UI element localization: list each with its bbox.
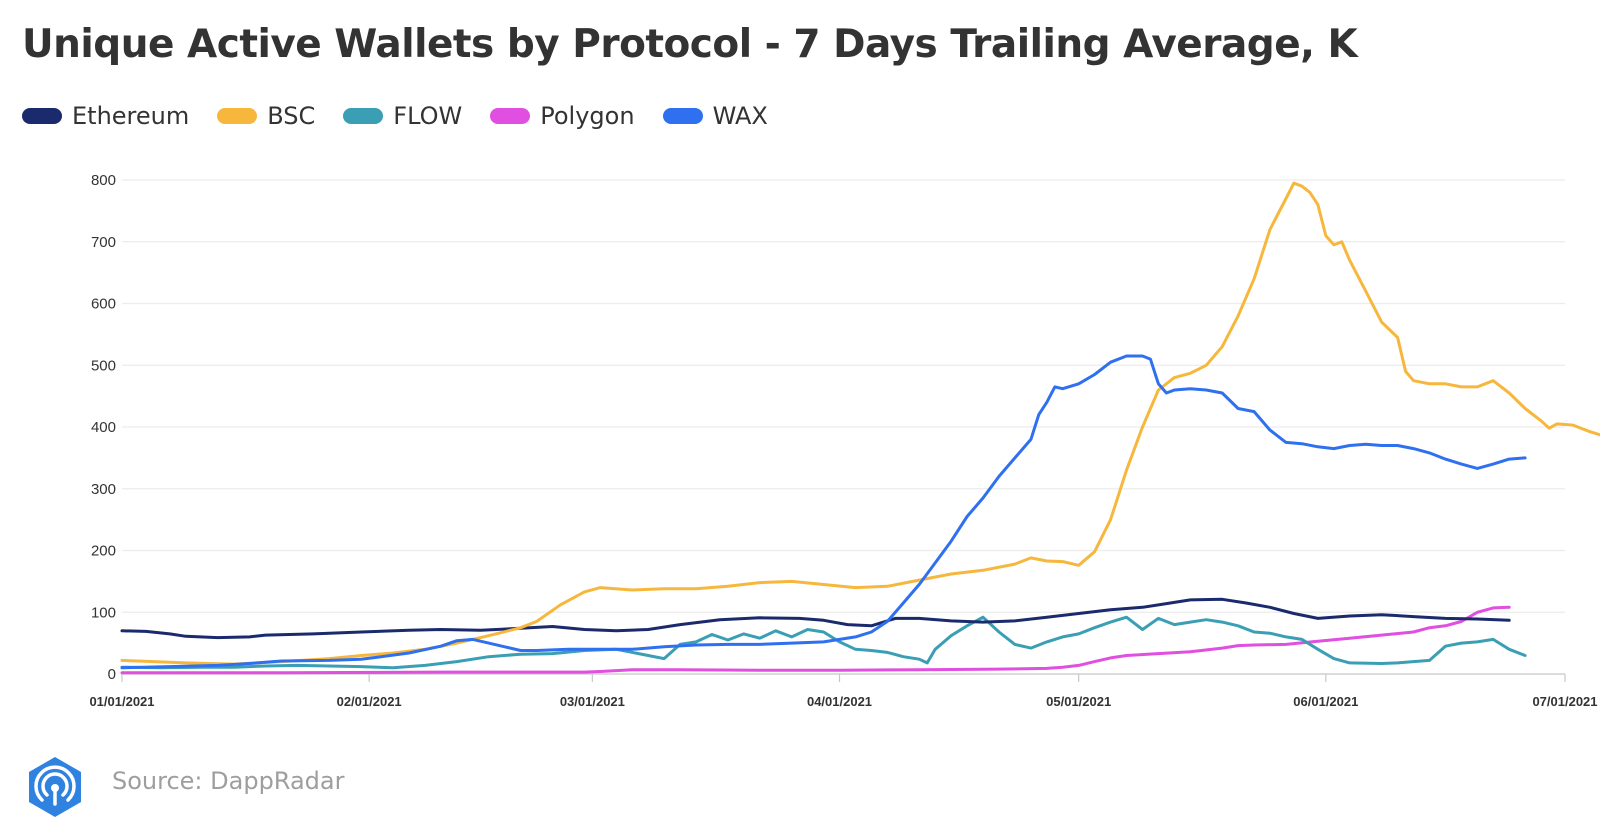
legend-swatch: [343, 108, 384, 124]
series-line-polygon: [120, 605, 1511, 675]
legend-item-flow[interactable]: FLOW: [343, 102, 462, 130]
legend-item-wax[interactable]: WAX: [662, 102, 768, 130]
chart-title: Unique Active Wallets by Protocol - 7 Da…: [22, 22, 1358, 67]
legend-label: Polygon: [540, 102, 635, 130]
legend-label: Ethereum: [72, 102, 190, 130]
y-tick-label: 500: [91, 357, 116, 374]
series-line-wax: [120, 354, 1527, 670]
legend-item-ethereum[interactable]: Ethereum: [22, 102, 189, 130]
x-tick-label: 07/01/2021: [1532, 694, 1597, 709]
y-tick-label: 400: [91, 419, 116, 436]
chart-legend: Ethereum BSC FLOW Polygon WAX: [22, 102, 796, 130]
y-tick-label: 700: [91, 234, 116, 251]
legend-item-polygon[interactable]: Polygon: [490, 102, 635, 130]
x-tick-label: 04/01/2021: [807, 694, 872, 709]
legend-item-bsc[interactable]: BSC: [217, 102, 315, 130]
legend-label: BSC: [267, 102, 316, 130]
series-line-bsc: [120, 181, 1600, 666]
x-tick-label: 03/01/2021: [560, 694, 625, 709]
y-tick-label: 100: [91, 604, 116, 621]
y-tick-label: 800: [91, 172, 116, 189]
y-tick-label: 600: [91, 296, 116, 313]
x-tick-label: 05/01/2021: [1046, 694, 1111, 709]
legend-swatch: [662, 108, 703, 124]
legend-swatch: [217, 108, 258, 124]
x-tick-label: 06/01/2021: [1293, 694, 1358, 709]
line-chart: 0 100 200 300 400 500 600 700 800 01/01/2021 02/01…: [89, 172, 1600, 709]
series-line-ethereum: [120, 597, 1511, 640]
y-tick-label: 0: [108, 666, 116, 683]
y-tick-label: 300: [91, 481, 116, 498]
x-tick-label: 02/01/2021: [337, 694, 402, 709]
legend-label: FLOW: [393, 102, 463, 130]
source-caption: Source: DappRadar: [112, 767, 345, 795]
x-tick-label: 01/01/2021: [89, 694, 154, 709]
series-line-flow: [120, 615, 1527, 670]
y-tick-label: 200: [91, 543, 116, 560]
legend-swatch: [490, 108, 531, 124]
legend-label: WAX: [712, 102, 768, 130]
footer: Source: DappRadar: [22, 757, 345, 820]
legend-swatch: [22, 108, 62, 124]
dappradar-radar-icon: [29, 757, 81, 817]
